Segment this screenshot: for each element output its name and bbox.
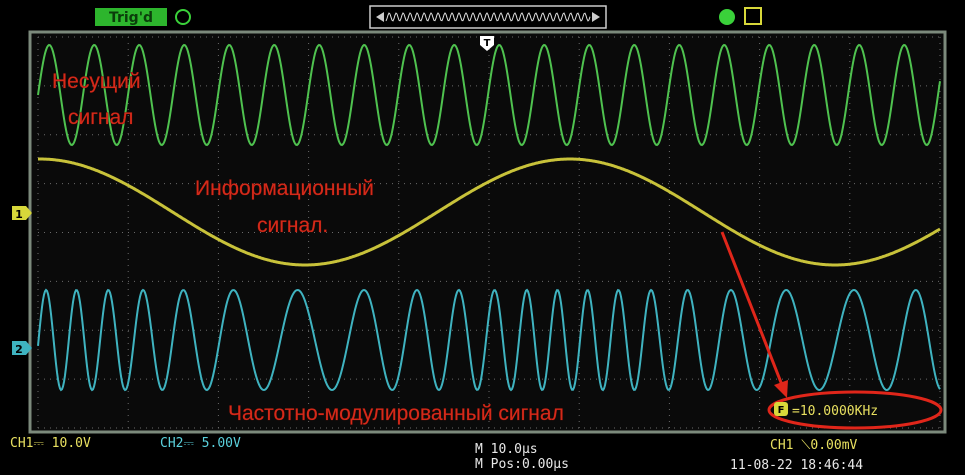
carrier-label: сигнал bbox=[68, 106, 133, 129]
ch2-scale: CH2⎓ 5.00V bbox=[160, 436, 241, 451]
frequency-value: =10.0000KHz bbox=[792, 404, 878, 419]
trigger-status: Trig'd bbox=[109, 10, 153, 26]
frequency-icon-label: F bbox=[778, 405, 785, 416]
ch1-marker-label: 1 bbox=[15, 208, 23, 221]
datetime: 11-08-22 18:46:44 bbox=[730, 458, 863, 473]
trigger-setting: CH1 ⟍0.00mV bbox=[770, 438, 858, 453]
position: M Pos:0.00μs bbox=[475, 457, 569, 472]
timebase: M 10.0μs bbox=[475, 442, 538, 457]
information-label: сигнал. bbox=[257, 214, 328, 237]
usb-icon bbox=[719, 9, 735, 25]
ch1-scale: CH1⎓ 10.0V bbox=[10, 436, 91, 451]
information-label: Информационный bbox=[195, 177, 374, 200]
carrier-label: Несущий bbox=[52, 70, 141, 93]
oscilloscope-screen: Trig'd T 1 2 Несущий сигнал Информационн… bbox=[0, 0, 965, 475]
fm-label: Частотно-модулированный сигнал bbox=[228, 402, 564, 425]
trigger-marker: T bbox=[484, 38, 491, 49]
ch2-marker-label: 2 bbox=[15, 343, 23, 356]
